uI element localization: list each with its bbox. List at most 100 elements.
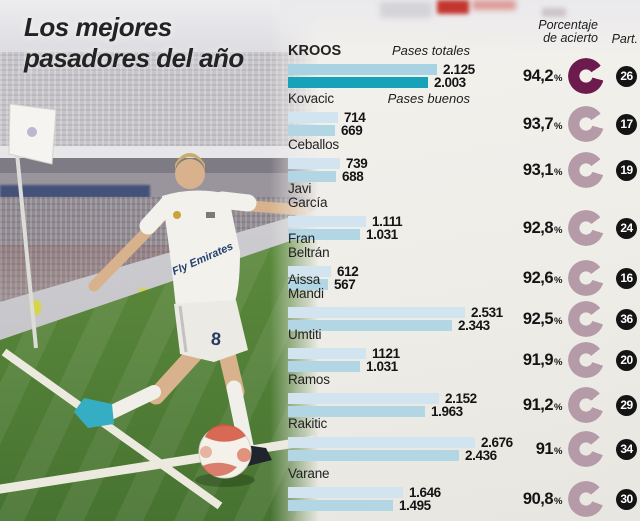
stadium-roof-glare [0, 0, 322, 52]
flag-crest [27, 127, 37, 137]
shorts-number: 8 [210, 329, 221, 350]
good-passes-bar [288, 500, 393, 511]
player-hair [175, 153, 205, 172]
player-row-body: 1121 1.031 91,9% 20 [288, 342, 640, 378]
pass-bars: 612 567 [288, 264, 488, 292]
total-passes-bar [288, 348, 366, 359]
total-passes-line: 1121 [288, 346, 488, 361]
good-passes-bar [288, 229, 360, 240]
total-passes-line: 739 [288, 156, 488, 171]
player-name: Umtiti [288, 327, 322, 342]
player-name: Rakitic [288, 416, 328, 431]
total-passes-bar [288, 216, 366, 227]
percent-sign: % [554, 315, 562, 327]
passers-chart: Porcentaje de acierto Part. KROOS Pases t… [288, 0, 640, 521]
stadium-walkway [0, 146, 322, 158]
player-row-body: 714 669 93,7% 17 [288, 106, 640, 142]
good-passes-value: 1.963 [431, 404, 463, 419]
accuracy-percent: 92,6% [522, 268, 563, 287]
percent-sign: % [554, 445, 562, 457]
percent-sign: % [554, 166, 562, 178]
pass-bars: 1.111 1.031 [288, 214, 488, 242]
jersey [162, 190, 240, 308]
player-row-body: 2.531 2.343 92,5% 36 [288, 301, 640, 337]
accuracy-donut [568, 106, 604, 142]
accuracy-donut [568, 387, 604, 423]
stadium-upper-tier [0, 52, 322, 146]
accuracy-percent: 93,1% [522, 160, 563, 179]
pass-bars: 1121 1.031 [288, 346, 488, 374]
player-name: Ramos [288, 372, 330, 387]
player-name-line: Aissa [288, 273, 488, 287]
good-passes-bar [288, 125, 335, 136]
player-name: Kovacic [288, 91, 334, 106]
percent-sign: % [554, 72, 562, 84]
total-passes-value: 2.125 [443, 62, 475, 77]
stadium-tier-facade [0, 158, 322, 173]
player-name: Varane [288, 466, 330, 481]
player-name-line: Umtiti [288, 327, 488, 342]
player-row-body: 1.646 1.495 90,8% 30 [288, 481, 640, 517]
good-passes-line: 1.495 [288, 498, 488, 513]
good-passes-bar [288, 450, 459, 461]
accuracy-header-line-2: de acierto [543, 31, 598, 45]
accuracy-percent: 91% [535, 439, 563, 458]
participation-badge: 17 [616, 113, 637, 135]
football [198, 424, 252, 479]
total-passes-value: 714 [344, 110, 366, 125]
participation-badge: 24 [616, 217, 637, 239]
good-passes-bar [288, 361, 360, 372]
total-passes-bar [288, 158, 340, 169]
participation-badge: 29 [616, 394, 637, 416]
good-passes-value: 2.343 [458, 318, 490, 333]
total-passes-value: 612 [337, 264, 359, 279]
player-name-line: Beltrán [288, 246, 488, 260]
percent-sign: % [554, 356, 562, 368]
good-passes-line: 1.963 [288, 404, 488, 419]
scoreboard-screen-blob [380, 2, 432, 18]
good-passes-line: 2.003 [288, 75, 488, 90]
good-passes-line: 567 [288, 277, 488, 292]
accuracy-donut [568, 342, 604, 378]
shorts-stripes [178, 305, 188, 353]
accuracy-donut [568, 152, 604, 188]
pass-bars: 2.676 2.436 [288, 435, 513, 463]
player-name-line: KROOS Pases totales [288, 43, 488, 59]
total-passes-line: 714 [288, 110, 488, 125]
total-passes-line: 2.531 [288, 305, 503, 320]
player-name-line: Javi [288, 182, 488, 196]
total-passes-line: 2.676 [288, 435, 513, 450]
title-line-1: Los mejores [24, 12, 172, 42]
total-passes-value: 2.676 [481, 435, 513, 450]
accuracy-percent: 94,2% [522, 66, 563, 85]
accuracy-percent: 90,8% [522, 489, 563, 508]
player-name-line: Rakitic [288, 416, 488, 431]
player-row-ramos: Ramos 2.152 1.963 91,2% 29 [288, 373, 640, 423]
total-passes-value: 1.646 [409, 485, 441, 500]
player-row-varane: Varane 1.646 1.495 90,8% 30 [288, 467, 640, 517]
good-passes-line: 1.031 [288, 227, 488, 242]
good-passes-value: 669 [341, 123, 363, 138]
player-head [175, 159, 205, 189]
good-passes-bar [288, 77, 428, 88]
player-row-body: 2.152 1.963 91,2% 29 [288, 387, 640, 423]
player-row-ceballos: Ceballos 739 688 93,1% 19 [288, 138, 640, 188]
player-row-body: 612 567 92,6% 16 [288, 260, 640, 296]
total-passes-value: 739 [346, 156, 368, 171]
player-row-fran-beltrán: Fran Beltrán 612 567 92,6% 16 [288, 232, 640, 296]
percent-sign: % [554, 120, 562, 132]
series-label-total-passes: Pases totales [391, 43, 470, 58]
accuracy-donut [568, 431, 604, 467]
scoreboard-red-blob [437, 0, 469, 14]
top-glare [280, 0, 640, 55]
good-passes-line: 1.031 [288, 359, 488, 374]
teal-boot [74, 398, 114, 428]
total-passes-bar [288, 112, 338, 123]
player-row-aissa-mandi: Aissa Mandi 2.531 2.343 92,5% 36 [288, 273, 640, 337]
player-row-umtiti: Umtiti 1121 1.031 91,9% 20 [288, 328, 640, 378]
participation-badge: 36 [616, 308, 637, 330]
participation-badge: 34 [616, 438, 637, 460]
player-name-line: García [288, 196, 488, 210]
accuracy-percent: 92,8% [522, 218, 563, 237]
